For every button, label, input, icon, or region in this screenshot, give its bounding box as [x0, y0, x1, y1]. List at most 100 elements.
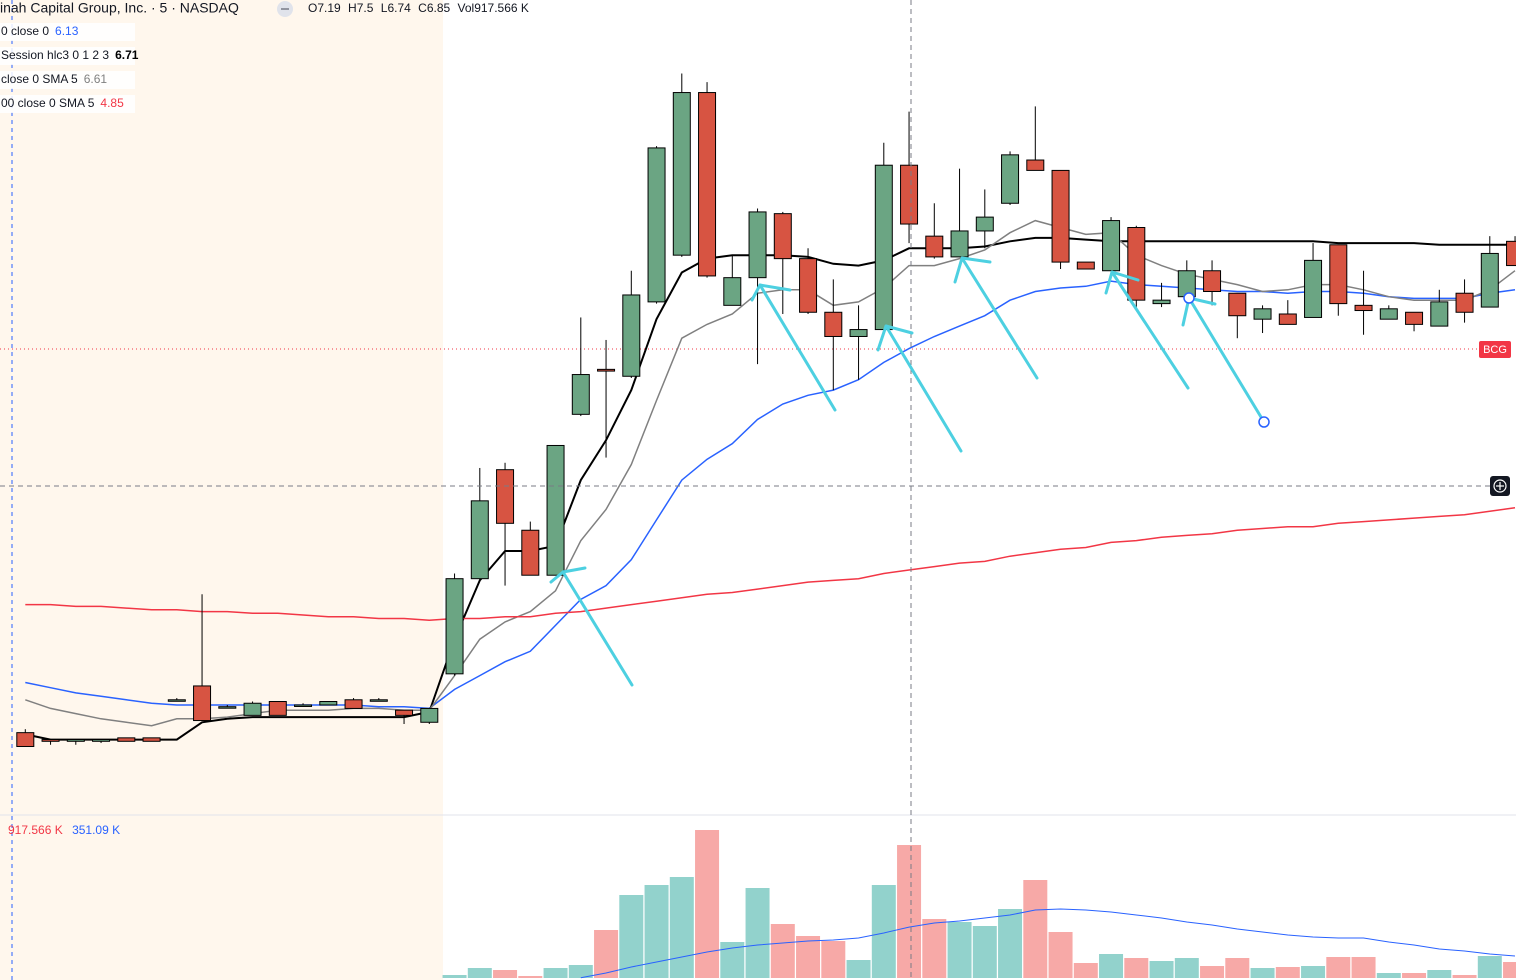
- legend-bg: [0, 95, 135, 113]
- candle-body: [622, 294, 641, 377]
- volume-bar: [972, 926, 997, 978]
- legend-entry: close 0 SMA 5 6.61: [1, 72, 107, 86]
- candle-body: [1304, 259, 1323, 318]
- candle-body: [243, 702, 262, 716]
- candle-body: [1152, 299, 1171, 305]
- volume-bar: [1048, 932, 1073, 978]
- candle-body: [1455, 292, 1474, 313]
- symbol-tag: BCG: [1483, 344, 1507, 356]
- candle-body: [1379, 308, 1398, 320]
- candle-body: [1329, 244, 1348, 305]
- volume-bar: [1275, 967, 1300, 978]
- candle-body: [445, 578, 464, 675]
- candle-body: [1253, 308, 1272, 320]
- indicator-legend: 0 close 0 6.13 Session hlc3 0 1 2 3 6.71 clo…: [0, 23, 139, 113]
- volume-bar: [770, 924, 795, 978]
- volume-bar: [796, 936, 821, 978]
- ma-line: [25, 236, 1515, 741]
- candle-body: [773, 213, 792, 260]
- volume-bar: [669, 877, 694, 978]
- volume-bar: [1099, 954, 1124, 978]
- legend-entry: 0 close 0 6.13: [1, 24, 79, 38]
- volume-ma-value: 351.09 K: [72, 823, 120, 837]
- volume-bar: [998, 909, 1023, 978]
- ohlc-label: L: [381, 1, 388, 15]
- candle-body: [546, 444, 565, 576]
- candle-body: [748, 211, 767, 279]
- legend-toggle[interactable]: [277, 1, 293, 17]
- volume-bar: [1073, 963, 1098, 978]
- volume-bar: [594, 930, 619, 978]
- legend-value: 6.61: [84, 72, 108, 86]
- candle-body: [1405, 311, 1424, 325]
- candle-body: [647, 147, 666, 303]
- volume-bar: [644, 885, 669, 978]
- candle-body: [874, 164, 893, 331]
- candle-body: [1506, 240, 1516, 267]
- candle-body: [66, 739, 85, 742]
- candle-body: [268, 701, 287, 716]
- candle-body: [849, 329, 868, 337]
- candle-body: [117, 737, 136, 742]
- candle-body: [1127, 226, 1146, 301]
- volume-bar: [1149, 961, 1174, 978]
- session-background: [0, 0, 443, 980]
- candle-body: [1480, 252, 1499, 308]
- volume-bar: [821, 941, 846, 978]
- ohlc-legend: O7.19 H7.5 L6.74 C6.85 Vol917.566 K: [308, 1, 529, 15]
- volume-bar: [1376, 973, 1401, 978]
- candle-body: [1102, 220, 1121, 272]
- volume-label: Vol: [458, 1, 475, 15]
- volume-bar: [1174, 958, 1199, 978]
- legend-value: 4.85: [100, 96, 124, 110]
- volume-bar: [543, 968, 568, 978]
- legend-value: 6.13: [55, 24, 79, 38]
- candle-body: [496, 469, 515, 524]
- candle-body: [1076, 261, 1095, 270]
- volume-bar: [1427, 970, 1452, 978]
- volume-bar: [1452, 975, 1477, 978]
- candle-body: [218, 706, 237, 709]
- candle-body: [1001, 154, 1020, 204]
- legend-entry: 00 close 0 SMA 5 4.85: [1, 96, 124, 110]
- volume-bar: [442, 975, 467, 978]
- candle-body: [16, 732, 35, 747]
- candle-body: [672, 92, 691, 256]
- ohlc-label: C: [418, 1, 427, 15]
- candle-body: [41, 739, 60, 742]
- ohlc-value: 7.5: [357, 1, 374, 15]
- volume-bar: [1402, 973, 1427, 978]
- legend-entry: Session hlc3 0 1 2 3 6.71: [1, 48, 139, 62]
- legend-name: Session hlc3 0 1 2 3: [1, 48, 109, 62]
- crosshair-button[interactable]: [1490, 476, 1510, 496]
- legend-name: close 0 SMA 5: [1, 72, 78, 86]
- volume-bar: [947, 922, 972, 978]
- candle-body: [395, 709, 414, 716]
- annotation-arrows[interactable]: [549, 256, 1270, 687]
- volume-bar: [1503, 962, 1516, 978]
- marks: [16, 73, 1516, 979]
- candle-body: [597, 368, 616, 372]
- ohlc-value: 7.19: [317, 1, 341, 15]
- legend-bg: [0, 47, 135, 65]
- candle-body: [824, 311, 843, 337]
- candle-body: [1203, 270, 1222, 293]
- volume-bar: [568, 965, 593, 978]
- candle-body: [975, 216, 994, 232]
- volume-bar: [897, 845, 922, 978]
- volume-legend: 917.566 K 351.09 K: [8, 823, 120, 837]
- candle-body: [294, 704, 313, 707]
- candle-body: [925, 235, 944, 258]
- candle-body: [900, 164, 919, 225]
- ohlc-label: H: [348, 1, 357, 15]
- legend-bg: [0, 71, 135, 89]
- volume-value: 917.566 K: [474, 1, 529, 15]
- candle-body: [319, 701, 338, 706]
- candle-body: [369, 699, 388, 702]
- candle-body: [167, 699, 186, 702]
- volume-bar: [745, 888, 770, 978]
- volume-bar: [922, 919, 947, 978]
- candle-body: [950, 230, 969, 258]
